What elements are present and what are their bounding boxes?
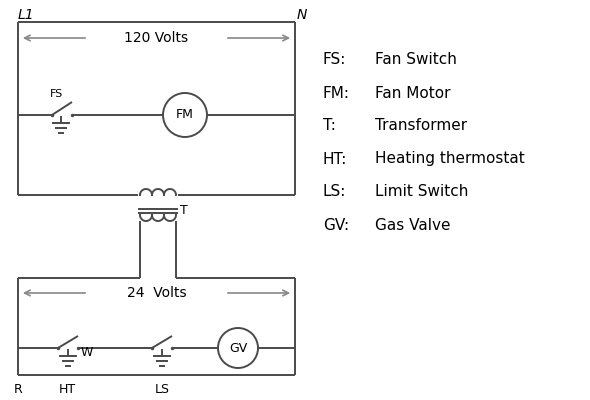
Text: 120 Volts: 120 Volts <box>124 31 189 45</box>
Text: HT: HT <box>58 383 76 396</box>
Text: N: N <box>297 8 307 22</box>
Text: Fan Motor: Fan Motor <box>375 86 451 100</box>
Text: GV: GV <box>229 342 247 354</box>
Text: Heating thermostat: Heating thermostat <box>375 152 525 166</box>
Text: 24  Volts: 24 Volts <box>127 286 186 300</box>
Text: FM:: FM: <box>323 86 350 100</box>
Text: T:: T: <box>323 118 336 134</box>
Text: FM: FM <box>176 108 194 122</box>
Text: Transformer: Transformer <box>375 118 467 134</box>
Text: R: R <box>14 383 22 396</box>
Text: LS:: LS: <box>323 184 346 200</box>
Text: LS: LS <box>155 383 169 396</box>
Text: T: T <box>180 204 188 216</box>
Text: Limit Switch: Limit Switch <box>375 184 468 200</box>
Text: L1: L1 <box>18 8 35 22</box>
Text: HT:: HT: <box>323 152 348 166</box>
Text: W: W <box>81 346 93 358</box>
Text: FS: FS <box>50 89 63 99</box>
Text: FS:: FS: <box>323 52 346 68</box>
Text: GV:: GV: <box>323 218 349 232</box>
Text: Gas Valve: Gas Valve <box>375 218 451 232</box>
Text: Fan Switch: Fan Switch <box>375 52 457 68</box>
